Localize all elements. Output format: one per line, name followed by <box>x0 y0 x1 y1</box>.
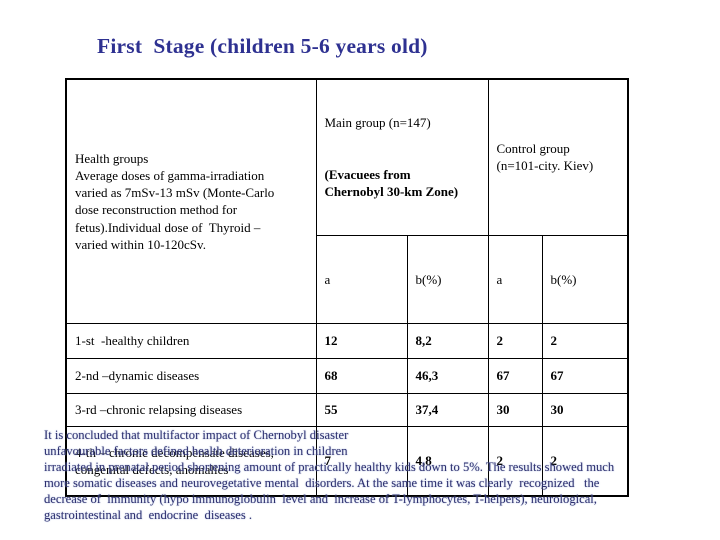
cell-value: 7 <box>315 425 408 497</box>
cell-value: 46,3 <box>406 357 489 394</box>
table-row: 3-rd –chronic relapsing diseases 55 37,4… <box>65 392 629 427</box>
cell-value: 2 <box>541 425 629 497</box>
cell-value: 2 <box>487 322 543 359</box>
main-group-header-cell: Main group (n=147) (Evacuees from Cherno… <box>315 78 489 236</box>
table-subheader-row: a b(%) a b(%) <box>66 234 629 324</box>
row-label: 1-st -healthy children <box>65 322 317 359</box>
cell-value: 8,2 <box>406 322 489 359</box>
cell-value: 30 <box>487 392 543 427</box>
health-groups-description-cell: Health groups Average doses of gamma-irr… <box>65 78 317 324</box>
subheader-main-b-pct: b(%) <box>406 234 489 324</box>
cell-value: 37,4 <box>406 392 489 427</box>
table-row: 1-st -healthy children 12 8,2 2 2 <box>65 322 629 359</box>
subheader-main-a: a <box>315 234 408 324</box>
cell-value: 67 <box>487 357 543 394</box>
cell-value: 2 <box>487 425 543 497</box>
row-label: 4-th – chronic decompensate diseases, co… <box>65 425 317 497</box>
health-groups-table: Health groups Average doses of gamma-irr… <box>65 78 629 498</box>
cell-value: 68 <box>315 357 408 394</box>
conclusion-paragraph: It is concluded that multifactor impact … <box>44 428 615 522</box>
subheader-control-a: a <box>487 234 543 324</box>
table-row: 4-th – chronic decompensate diseases, co… <box>65 425 629 497</box>
cell-value: 67 <box>541 357 629 394</box>
row-label: 3-rd –chronic relapsing diseases <box>65 392 317 427</box>
table-row: 2-nd –dynamic diseases 68 46,3 67 67 <box>65 357 629 394</box>
slide-title: First Stage (children 5-6 years old) <box>97 34 428 58</box>
cell-value: 12 <box>315 322 408 359</box>
cell-value: 55 <box>315 392 408 427</box>
cell-value: 30 <box>541 392 629 427</box>
subheader-control-b-pct: b(%) <box>541 234 629 324</box>
main-group-bold-lines: (Evacuees from Chernobyl 30-km Zone) <box>324 167 459 200</box>
control-group-header-cell: Control group (n=101-city. Kiev) <box>487 78 629 236</box>
main-group-line1: Main group (n=147) <box>324 115 431 131</box>
row-label: 2-nd –dynamic diseases <box>65 357 317 394</box>
cell-value: 2 <box>541 322 629 359</box>
table-header-row-groups: Health groups Average doses of gamma-irr… <box>65 78 629 324</box>
